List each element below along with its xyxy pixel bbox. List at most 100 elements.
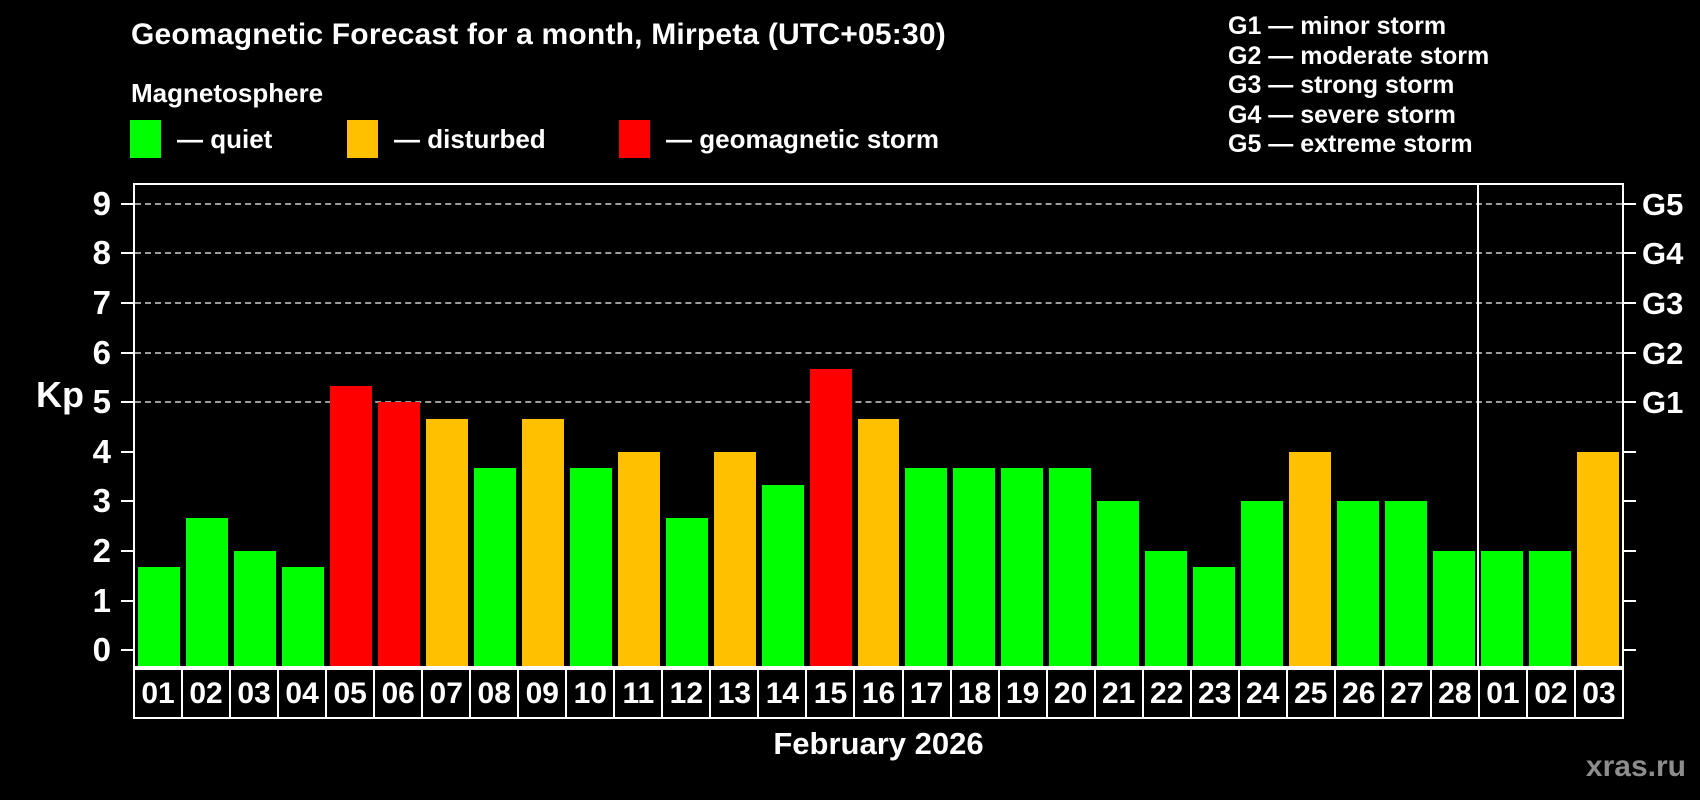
right-tick-kp3: [1624, 500, 1636, 503]
day-label-cell: 21: [1093, 670, 1142, 717]
right-axis-label-g3: G3: [1642, 286, 1684, 322]
g-scale-line-g3: G3 — strong storm: [1228, 71, 1455, 99]
kp-bar-quiet: [665, 517, 708, 666]
kp-bar-disturbed: [1289, 451, 1332, 666]
disturbed-swatch-icon: [347, 120, 378, 158]
kp-bar-quiet: [1481, 550, 1524, 666]
left-tick-kp2: [121, 549, 133, 552]
legend-label: — quiet: [177, 123, 273, 154]
day-label-cell: 14: [757, 670, 805, 717]
kp-bar-quiet: [1097, 501, 1140, 666]
y-axis-tick-label: 5: [92, 383, 111, 421]
left-tick-kp3: [121, 500, 133, 503]
left-tick-kp4: [121, 450, 133, 453]
day-label-cell: 25: [1285, 670, 1334, 717]
right-tick-kp6: [1624, 351, 1636, 354]
left-tick-kp0: [121, 649, 133, 652]
left-tick-kp6: [121, 351, 133, 354]
day-label-cell: 03: [1573, 670, 1622, 717]
kp-bar-disturbed: [617, 451, 660, 666]
right-tick-kp2: [1624, 549, 1636, 552]
legend-item-disturbed: — disturbed: [347, 120, 546, 158]
day-label-cell: 24: [1237, 670, 1286, 717]
right-tick-kp8: [1624, 252, 1636, 255]
day-label-cell: 03: [229, 670, 277, 717]
day-label-cell: 08: [469, 670, 517, 717]
left-tick-kp7: [121, 302, 133, 305]
legend-item-quiet: — quiet: [130, 120, 272, 158]
day-label-cell: 04: [277, 670, 325, 717]
kp-bar-quiet: [1049, 468, 1092, 666]
kp-bar-quiet: [1001, 468, 1044, 666]
gridline-kp6: [135, 351, 1622, 354]
right-tick-kp9: [1624, 202, 1636, 205]
day-label-cell: 05: [325, 670, 373, 717]
day-label-cell: 19: [997, 670, 1046, 717]
right-tick-kp1: [1624, 599, 1636, 602]
kp-bar-quiet: [953, 468, 996, 666]
day-label-cell: 26: [1333, 670, 1382, 717]
day-label-cell: 09: [517, 670, 565, 717]
magnetosphere-subtitle: Magnetosphere: [131, 78, 324, 108]
right-tick-kp7: [1624, 302, 1636, 305]
day-label-cell: 02: [181, 670, 229, 717]
kp-bar-disturbed: [425, 418, 468, 666]
kp-bar-storm: [377, 402, 420, 666]
gridline-kp7: [135, 302, 1622, 305]
day-label-cell: 27: [1381, 670, 1430, 717]
day-label-cell: 23: [1189, 670, 1238, 717]
kp-bar-storm: [329, 385, 372, 666]
kp-bar-disturbed: [521, 418, 564, 666]
day-label-cell: 17: [901, 670, 950, 717]
day-label-cell: 01: [141, 676, 175, 710]
gridline-kp9: [135, 202, 1622, 205]
g-scale-line-g2: G2 — moderate storm: [1228, 41, 1490, 70]
day-label-cell: 06: [373, 670, 421, 717]
gridline-kp5: [135, 401, 1622, 404]
kp-bar-quiet: [1385, 501, 1428, 666]
kp-bar-quiet: [233, 550, 276, 666]
kp-bar-quiet: [1241, 501, 1284, 666]
day-label-cell: 11: [613, 670, 661, 717]
kp-bar-quiet: [281, 567, 324, 666]
right-tick-kp5: [1624, 401, 1636, 404]
g-scale-line-g1: G1 — minor storm: [1228, 12, 1447, 40]
left-tick-kp1: [121, 599, 133, 602]
kp-bar-quiet: [1337, 501, 1380, 666]
kp-bar-quiet: [1433, 550, 1476, 666]
right-tick-kp0: [1624, 649, 1636, 652]
y-axis-tick-label: 0: [92, 631, 111, 669]
day-label-cell: 12: [661, 670, 709, 717]
day-label-cell: 01: [1477, 670, 1526, 717]
y-axis-label-kp: Kp: [36, 374, 84, 415]
kp-bar-quiet: [1193, 567, 1236, 666]
legend-label: — geomagnetic storm: [666, 123, 940, 154]
g-scale-line-g4: G4 — severe storm: [1228, 100, 1456, 129]
right-axis-label-g2: G2: [1642, 335, 1684, 371]
kp-bar-disturbed: [713, 451, 756, 666]
plot-area: [133, 183, 1624, 668]
day-label-cell: 02: [1525, 670, 1574, 717]
y-axis-tick-label: 3: [92, 482, 111, 520]
g-scale-line-g5: G5 — extreme storm: [1228, 130, 1473, 158]
month-separator-line: [1477, 185, 1480, 666]
y-axis-tick-label: 1: [92, 581, 111, 619]
right-axis-label-g1: G1: [1642, 385, 1684, 421]
day-label-cell: 15: [805, 670, 853, 717]
kp-bar-quiet: [1145, 550, 1188, 666]
kp-bar-quiet: [761, 485, 804, 666]
right-axis-label-g4: G4: [1642, 236, 1684, 272]
kp-bar-quiet: [1529, 550, 1572, 666]
y-axis-tick-label: 2: [92, 531, 111, 569]
kp-bar-quiet: [473, 468, 516, 666]
y-axis-tick-label: 4: [92, 432, 111, 470]
kp-bar-storm: [809, 368, 852, 666]
gridline-kp8: [135, 252, 1622, 255]
x-axis-day-labels: 01 02 03 04 05 06 07 08 09 10 11 12 13 14 15 16 17 18 19 20…: [133, 668, 1624, 719]
kp-bar-quiet: [138, 567, 180, 666]
left-tick-kp5: [121, 401, 133, 404]
legend-item-storm: — geomagnetic storm: [619, 120, 939, 158]
y-axis-tick-label: 7: [92, 284, 111, 322]
day-label-cell: 10: [565, 670, 613, 717]
